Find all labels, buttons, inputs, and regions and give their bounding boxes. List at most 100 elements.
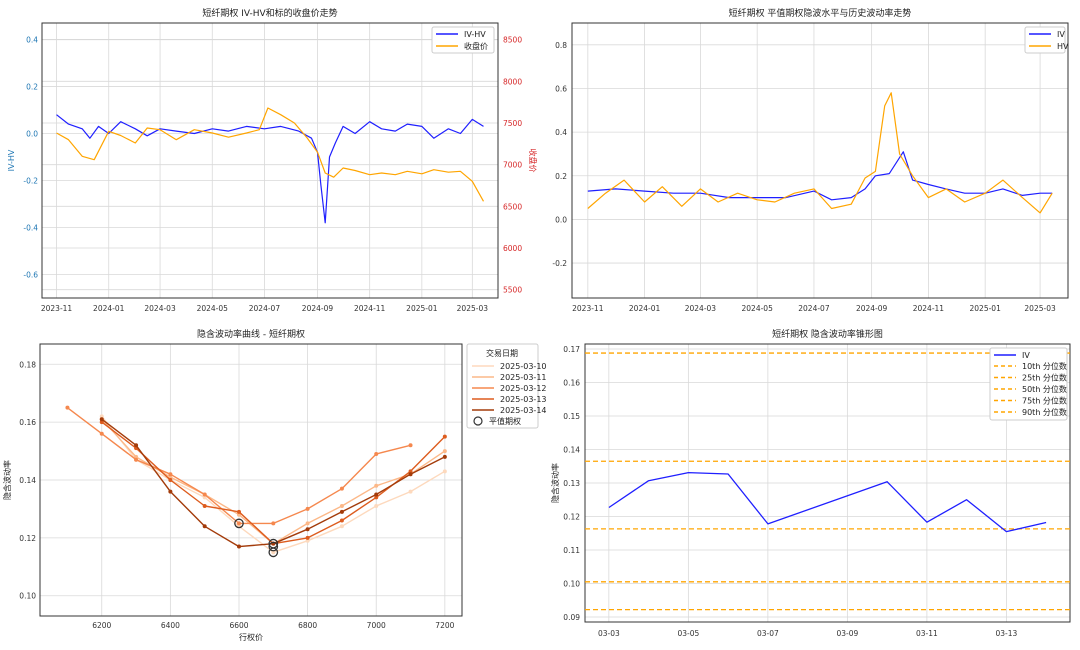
data-point <box>305 506 310 511</box>
x-tick-label: 03-11 <box>916 629 938 638</box>
series-line-close <box>56 107 485 202</box>
chart-title: 隐含波动率曲线 - 短纤期权 <box>197 328 305 340</box>
y-axis-label: 隐含波动率 <box>550 463 560 503</box>
atm-marker <box>268 541 279 552</box>
series-line-2025-03-13 <box>101 421 446 545</box>
y-tick-label: 0.12 <box>19 534 36 543</box>
x-tick-label: 7200 <box>435 621 454 630</box>
legend: IV-HV 收盘价 <box>431 26 495 54</box>
data-point <box>99 420 104 425</box>
y2-tick-label: 7500 <box>503 119 522 128</box>
data-point <box>202 524 207 529</box>
x-tick-label: 2024-07 <box>798 304 830 313</box>
x-tick-label: 2024-01 <box>93 304 125 313</box>
data-point <box>339 518 344 523</box>
y-tick-label: 0.0 <box>555 215 567 224</box>
legend: 交易日期 2025-03-10 2025-03-11 2025-03-12 2025-0… <box>466 343 547 429</box>
y-tick-label: 0.0 <box>26 129 38 138</box>
y-tick-label: 0.17 <box>563 345 580 354</box>
chart-iv-smile: 隐含波动率曲线 - 短纤期权 6200 6400 6600 6800 7000 7200 0.… <box>2 328 547 642</box>
data-point <box>202 492 207 497</box>
legend: IV HV <box>1024 26 1069 54</box>
legend-percentile-label: 75th 分位数 <box>1022 396 1067 406</box>
data-point <box>134 457 139 462</box>
data-point <box>374 451 379 456</box>
y-tick-label: 0.10 <box>19 592 36 601</box>
x-tick-label: 2024-05 <box>197 304 229 313</box>
x-tick-label: 2023-11 <box>41 304 73 313</box>
data-point <box>271 521 276 526</box>
x-tick-label: 2024-05 <box>742 304 774 313</box>
x-tick-label: 2024-03 <box>685 304 717 313</box>
data-point <box>339 524 344 529</box>
data-point <box>442 434 447 439</box>
data-point <box>202 495 207 500</box>
x-tick-label: 2024-11 <box>913 304 945 313</box>
data-point <box>134 443 139 448</box>
y-tick-label: 0.16 <box>19 418 36 427</box>
x-tick-label: 6400 <box>161 621 180 630</box>
y-axis-label: IV-HV <box>7 149 16 171</box>
data-point <box>374 492 379 497</box>
y-tick-label: 0.4 <box>555 128 567 137</box>
chart-iv-hv: 短纤期权 平值期权隐波水平与历史波动率走势 2023-11 2024-01 2024-… <box>552 7 1069 313</box>
data-point <box>236 512 241 517</box>
data-point <box>168 478 173 482</box>
data-point <box>305 527 310 532</box>
y-tick-label: 0.2 <box>26 82 38 91</box>
data-point <box>168 489 173 494</box>
data-point <box>374 483 379 488</box>
data-point <box>408 489 413 494</box>
legend-iv-hv-label: IV-HV <box>464 30 486 39</box>
y-tick-label: 0.14 <box>563 446 580 455</box>
data-point <box>99 431 104 436</box>
x-tick-label: 2024-11 <box>354 304 386 313</box>
x-tick-label: 6200 <box>92 621 111 630</box>
data-point <box>202 504 207 509</box>
y-axis-label: 隐含波动率 <box>2 460 12 500</box>
x-tick-label: 6600 <box>229 621 248 630</box>
chart-iv-hv-close: 短纤期权 IV-HV和标的收盘价走势 2023-11 2024-01 2024-03 2… <box>7 7 538 313</box>
y-tick-label: 0.14 <box>19 476 36 485</box>
series-line-hv <box>587 92 1053 214</box>
legend-percentile-label: 25th 分位数 <box>1022 373 1067 383</box>
y-tick-label: 0.8 <box>555 41 567 50</box>
data-point <box>442 449 447 454</box>
plot-frame <box>39 343 463 617</box>
y-tick-label: 0.16 <box>563 379 580 388</box>
data-point <box>442 454 447 459</box>
legend-series-label: 2025-03-12 <box>500 384 547 393</box>
chart-title: 短纤期权 IV-HV和标的收盘价走势 <box>202 7 337 19</box>
data-point <box>305 535 310 540</box>
x-axis-label: 行权价 <box>239 632 263 642</box>
data-point <box>305 521 310 526</box>
legend-percentile-label: 10th 分位数 <box>1022 361 1067 371</box>
legend-percentile-label: 50th 分位数 <box>1022 384 1067 394</box>
data-point <box>305 538 310 543</box>
y-tick-label: 0.4 <box>26 35 38 44</box>
data-point <box>339 509 344 514</box>
data-point <box>408 469 413 474</box>
legend-iv-label: IV <box>1057 30 1065 39</box>
x-tick-label: 6800 <box>298 621 317 630</box>
y2-tick-label: 6000 <box>503 244 522 253</box>
series-line-2025-03-14 <box>101 418 446 548</box>
data-point <box>99 414 104 419</box>
y-tick-label: 0.11 <box>563 546 580 555</box>
x-tick-label: 03-03 <box>598 629 620 638</box>
data-point <box>374 504 379 509</box>
legend-close-label: 收盘价 <box>464 41 488 51</box>
y2-axis-label: 收盘价 <box>528 149 538 173</box>
legend-title: 交易日期 <box>486 348 518 358</box>
legend-series-label: 2025-03-10 <box>500 362 547 371</box>
y-tick-label: -0.2 <box>552 259 567 268</box>
data-point <box>271 550 276 555</box>
y-tick-label: 0.10 <box>563 579 580 588</box>
data-point <box>374 495 379 500</box>
data-point <box>134 454 139 459</box>
x-tick-label: 2025-03 <box>457 304 489 313</box>
x-tick-label: 2024-09 <box>856 304 888 313</box>
data-point <box>339 504 344 509</box>
x-tick-label: 2025-03 <box>1024 304 1056 313</box>
